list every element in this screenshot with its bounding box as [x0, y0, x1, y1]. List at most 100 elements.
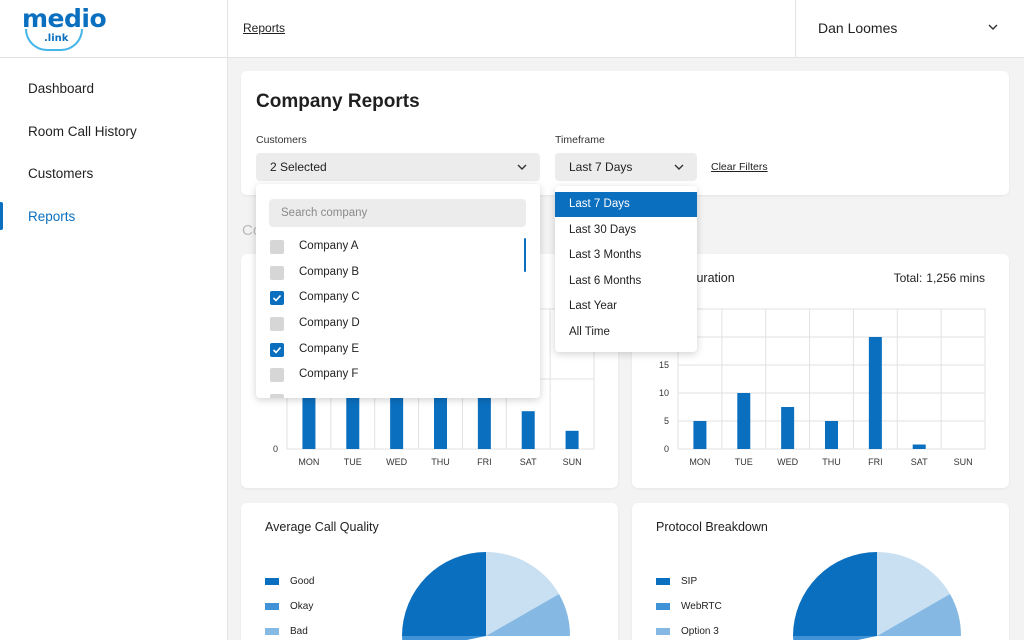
- legend-swatch: [656, 577, 670, 585]
- pie-chart-protocol: [793, 551, 962, 640]
- user-name: Dan Loomes: [818, 20, 898, 36]
- sidebar-item-customers[interactable]: Customers: [28, 166, 94, 181]
- sidebar-item-room-call-history[interactable]: Room Call History: [28, 124, 137, 139]
- company-option-label: Company F: [299, 368, 359, 380]
- pie-slice-sip: [793, 552, 877, 636]
- timeframe-option-all-time[interactable]: All Time: [555, 320, 697, 345]
- pie-slice-good: [402, 552, 486, 636]
- x-tick-label: SUN: [563, 457, 582, 467]
- company-option-label: Company E: [299, 343, 360, 355]
- checkbox-checked[interactable]: [270, 291, 284, 305]
- y-tick-label: 0: [664, 444, 669, 454]
- active-nav-marker: [0, 202, 3, 230]
- pie-slice-light: [877, 551, 950, 636]
- clear-filters-link[interactable]: Clear Filters: [711, 161, 768, 173]
- checkbox-checked[interactable]: [270, 343, 284, 357]
- company-option-e[interactable]: Company E: [270, 340, 510, 360]
- legend-swatch: [265, 602, 279, 610]
- legend-item: Option 3: [656, 626, 719, 637]
- checkbox-unchecked[interactable]: [270, 317, 284, 331]
- x-tick-label: TUE: [344, 457, 362, 467]
- checkbox-unchecked[interactable]: [270, 240, 284, 254]
- x-tick-label: THU: [431, 457, 450, 467]
- timeframe-option-last-7-days[interactable]: Last 7 Days: [555, 192, 697, 217]
- timeframe-option-label: All Time: [569, 326, 610, 338]
- user-menu[interactable]: Dan Loomes: [795, 0, 1024, 58]
- checkbox-unchecked[interactable]: [270, 394, 284, 398]
- bar: [912, 444, 926, 449]
- x-tick-label: THU: [822, 457, 841, 467]
- timeframe-option-label: Last 6 Months: [569, 275, 642, 287]
- company-option-b[interactable]: Company B: [270, 263, 510, 283]
- x-tick-label: WED: [777, 457, 798, 467]
- timeframe-option-label: Last Year: [569, 300, 617, 312]
- check-icon: [272, 346, 282, 354]
- top-bar: medio .link Reports Dan Loomes: [0, 0, 1024, 58]
- customers-select-value: 2 Selected: [270, 160, 327, 174]
- check-icon: [272, 294, 282, 302]
- legend-label: SIP: [681, 576, 698, 587]
- company-option-a[interactable]: Company A: [270, 237, 510, 257]
- legend-item: Good: [265, 576, 314, 587]
- bar: [825, 421, 838, 449]
- company-option-partial[interactable]: [270, 391, 510, 398]
- x-tick-label: SAT: [520, 457, 537, 467]
- legend-item: Okay: [265, 601, 313, 612]
- company-option-f[interactable]: Company F: [270, 365, 510, 385]
- company-option-label: Company C: [299, 291, 360, 303]
- pie-card-call-quality: Average Call Quality Good Okay Bad: [241, 503, 618, 640]
- x-tick-label: FRI: [868, 457, 883, 467]
- pie-slice-okay: [402, 636, 486, 640]
- company-option-label: Company B: [299, 266, 360, 278]
- pie-title: Average Call Quality: [265, 520, 379, 534]
- timeframe-option-last-6-months[interactable]: Last 6 Months: [555, 269, 697, 294]
- pie-title: Protocol Breakdown: [656, 520, 768, 534]
- chevron-down-icon: [517, 164, 527, 170]
- pie-chart-call-quality: [402, 551, 571, 640]
- breadcrumb-reports[interactable]: Reports: [243, 21, 286, 35]
- legend-swatch: [656, 602, 670, 610]
- pie-slice-soft: [486, 594, 571, 636]
- timeframe-option-last-year[interactable]: Last Year: [555, 294, 697, 319]
- customers-select[interactable]: 2 Selected: [256, 153, 540, 181]
- timeframe-option-last-3-months[interactable]: Last 3 Months: [555, 243, 697, 268]
- chevron-down-icon: [988, 24, 998, 30]
- company-option-c[interactable]: Company C: [270, 288, 510, 308]
- legend-swatch: [265, 577, 279, 585]
- chart-total: Total: 1,256 mins: [894, 271, 985, 285]
- legend-swatch: [656, 627, 670, 635]
- dropdown-scrollbar[interactable]: [524, 238, 526, 272]
- sidebar: Dashboard Room Call History Customers Re…: [0, 58, 228, 640]
- timeframe-option-last-30-days[interactable]: Last 30 Days: [555, 218, 697, 243]
- sidebar-item-dashboard[interactable]: Dashboard: [28, 81, 95, 96]
- checkbox-unchecked[interactable]: [270, 266, 284, 280]
- bar: [868, 337, 882, 449]
- bar: [521, 411, 535, 449]
- logo-sub: .link: [44, 33, 69, 44]
- x-tick-label: MON: [298, 457, 319, 467]
- customers-dropdown: Company A Company B Company C Company D …: [256, 184, 540, 398]
- logo[interactable]: medio .link: [0, 0, 228, 58]
- x-tick-label: SUN: [954, 457, 973, 467]
- bar: [693, 421, 707, 449]
- timeframe-select[interactable]: Last 7 Days: [555, 153, 697, 181]
- legend-label: Option 3: [681, 626, 719, 637]
- legend-label: Bad: [290, 626, 308, 637]
- customers-label: Customers: [256, 134, 307, 146]
- company-option-d[interactable]: Company D: [270, 314, 510, 334]
- y-tick-label: 15: [659, 360, 669, 370]
- timeframe-option-label: Last 7 Days: [569, 198, 630, 210]
- company-option-label: Company A: [299, 240, 359, 252]
- pie-slice-webrtc: [793, 636, 877, 640]
- legend-label: Okay: [290, 601, 314, 612]
- chart-total-label: Total:: [893, 271, 923, 285]
- page-title: Company Reports: [256, 91, 420, 112]
- timeframe-dropdown: Last 7 Days Last 30 Days Last 3 Months L…: [555, 186, 697, 352]
- checkbox-unchecked[interactable]: [270, 368, 284, 382]
- timeframe-label: Timeframe: [555, 134, 605, 146]
- sidebar-item-reports[interactable]: Reports: [28, 209, 76, 224]
- company-search-input[interactable]: [269, 199, 526, 227]
- x-tick-label: WED: [386, 457, 407, 467]
- x-tick-label: SAT: [911, 457, 928, 467]
- timeframe-option-label: Last 30 Days: [569, 224, 637, 236]
